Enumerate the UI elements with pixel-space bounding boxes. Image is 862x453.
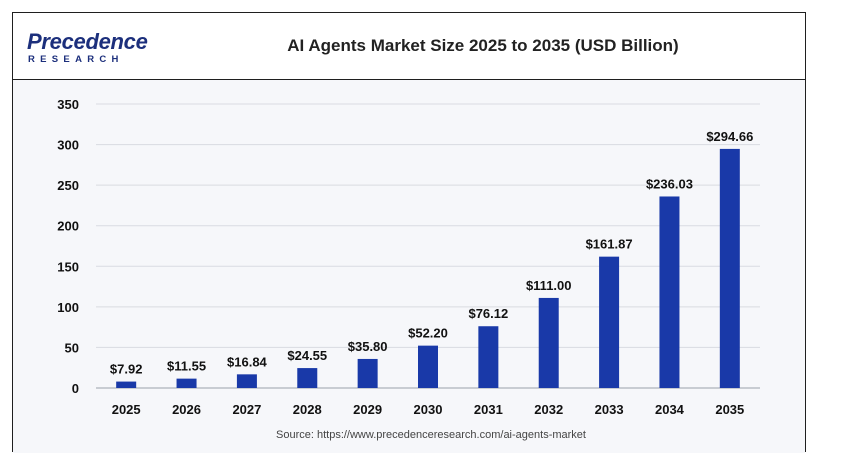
data-label: $52.20 <box>408 326 448 341</box>
bar <box>236 374 257 388</box>
data-label: $11.55 <box>167 359 206 374</box>
y-tick-label: 350 <box>57 97 79 112</box>
y-tick-label: 50 <box>65 340 79 355</box>
logo-subtitle: RESEARCH <box>28 54 124 65</box>
bar <box>719 148 740 388</box>
x-tick-label: 2035 <box>715 402 744 417</box>
x-tick-label: 2027 <box>232 402 261 417</box>
y-tick-label: 300 <box>57 138 79 153</box>
x-tick-label: 2029 <box>353 402 382 417</box>
y-tick-label: 100 <box>57 300 79 315</box>
brand-logo: Precedence RESEARCH <box>27 29 167 69</box>
bar <box>418 345 438 388</box>
chart-title: AI Agents Market Size 2025 to 2035 (USD … <box>287 36 679 55</box>
bar <box>599 256 620 388</box>
bar <box>538 297 559 388</box>
bar <box>116 381 137 388</box>
chart-header: Precedence RESEARCH AI Agents Market Siz… <box>13 13 805 80</box>
y-tick-label: 250 <box>57 178 79 193</box>
bar <box>357 358 378 388</box>
data-label: $35.80 <box>348 339 388 354</box>
bar-chart: 0 50 100 150 200 250 300 350 $7.92 2025 $11.55 2026… <box>57 97 760 417</box>
data-label: $294.66 <box>706 129 753 144</box>
x-tick-label: 2034 <box>655 402 685 417</box>
x-tick-label: 2031 <box>474 402 503 417</box>
source-note: Source: https://www.precedenceresearch.c… <box>276 429 586 441</box>
logo-wordmark: Precedence <box>27 29 148 54</box>
bar <box>297 368 318 388</box>
x-tick-label: 2032 <box>534 402 563 417</box>
y-tick-label: 0 <box>72 381 79 396</box>
x-tick-label: 2033 <box>595 402 624 417</box>
bar <box>478 326 499 388</box>
data-label: $16.84 <box>227 354 268 369</box>
data-label: $76.12 <box>468 306 508 321</box>
data-label: $111.00 <box>526 278 572 293</box>
data-label: $7.92 <box>110 362 143 377</box>
y-tick-label: 150 <box>57 259 79 274</box>
bar <box>659 196 680 388</box>
bar <box>176 378 197 388</box>
data-label: $161.87 <box>586 237 633 252</box>
x-tick-label: 2025 <box>112 402 141 417</box>
y-tick-label: 200 <box>57 219 79 234</box>
x-tick-label: 2028 <box>293 402 322 417</box>
data-label: $24.55 <box>287 348 327 363</box>
x-tick-label: 2030 <box>414 402 443 417</box>
x-tick-label: 2026 <box>172 402 201 417</box>
data-label: $236.03 <box>646 176 693 191</box>
